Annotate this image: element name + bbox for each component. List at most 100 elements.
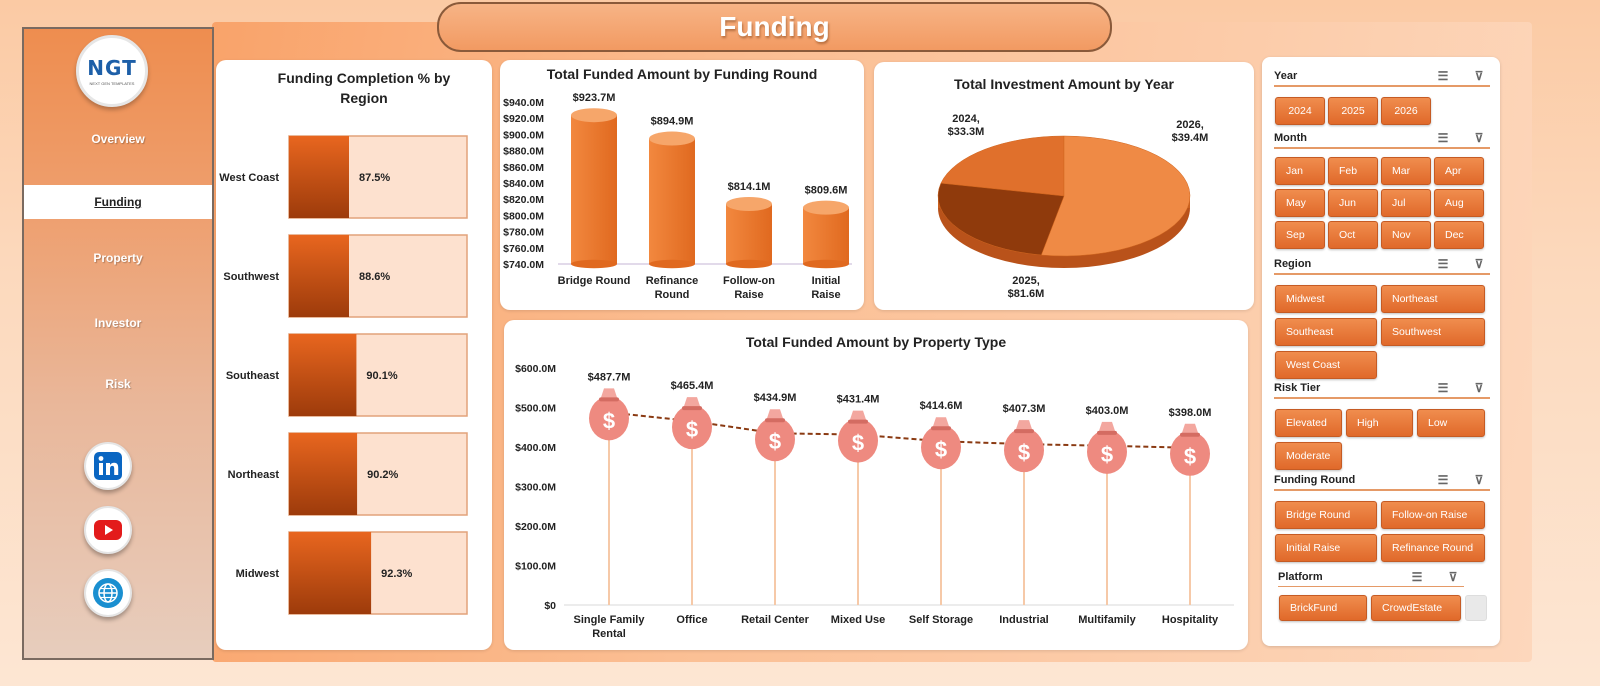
round-bar [803, 207, 849, 264]
money-bag-dollar: $ [686, 417, 698, 442]
money-bag-icon: $ [921, 417, 961, 470]
clear-filter-icon[interactable]: ⊽ [1474, 131, 1484, 145]
slicer-month-jul[interactable]: Jul [1381, 189, 1431, 217]
slicer-region-midwest[interactable]: Midwest [1275, 285, 1377, 313]
slicer-year-2025[interactable]: 2025 [1328, 97, 1378, 125]
investment-year-chart: 2024,$33.3M 2025,$81.6M 2026,$39.4M [937, 113, 1209, 300]
slicer-risk-low[interactable]: Low [1417, 409, 1485, 437]
nav-property[interactable]: Property [93, 251, 143, 265]
clear-filter-icon[interactable]: ⊽ [1474, 69, 1484, 83]
slicer-region-southeast[interactable]: Southeast [1275, 318, 1377, 346]
multi-select-icon[interactable]: ☰ [1411, 569, 1423, 584]
round-y-tick: $840.0M [503, 178, 544, 190]
slicer-month-dec[interactable]: Dec [1434, 221, 1484, 249]
slicer-risk-moderate[interactable]: Moderate [1275, 442, 1342, 470]
multi-select-icon[interactable]: ☰ [1437, 257, 1449, 271]
page-title-banner: Funding [437, 2, 1112, 52]
slicer-platform-brickfund[interactable]: BrickFund [1279, 595, 1367, 621]
slicer-round-refinance[interactable]: Refinance Round [1381, 534, 1485, 562]
round-bar-cap [571, 108, 617, 123]
slicer-platform-crowdestate[interactable]: CrowdEstate [1371, 595, 1461, 621]
round-y-tick: $920.0M [503, 113, 544, 125]
clear-filter-icon[interactable]: ⊽ [1474, 257, 1484, 271]
prop-data-label: $434.9M [754, 392, 797, 404]
prop-y-tick: $600.0M [515, 363, 556, 375]
money-bag-icon: $ [1087, 421, 1127, 474]
prop-data-label: $403.0M [1086, 405, 1129, 417]
multi-select-icon[interactable]: ☰ [1437, 473, 1449, 487]
linkedin-icon[interactable] [84, 442, 132, 490]
youtube-icon[interactable] [84, 506, 132, 554]
slicer-month-jun[interactable]: Jun [1328, 189, 1378, 217]
round-bar [571, 115, 617, 264]
completion-data-label: 87.5% [359, 172, 390, 184]
nav-funding[interactable]: Funding [24, 185, 212, 219]
sidebar: NGT NEXT GEN TEMPLATES Overview Funding … [22, 27, 214, 660]
nav-risk[interactable]: Risk [105, 377, 131, 391]
completion-chart: West Coast 87.5% Southwest 88.6% Southeast 90… [219, 135, 468, 615]
prop-category-label: Rental [592, 628, 626, 640]
prop-data-label: $414.6M [920, 400, 963, 412]
slicer-round-bridge[interactable]: Bridge Round [1275, 501, 1377, 529]
slicer-month-mar[interactable]: Mar [1381, 157, 1431, 185]
pie-data-label: $81.6M [1008, 288, 1045, 300]
money-bag-tie [1097, 430, 1117, 435]
slicer-risk-high[interactable]: High [1346, 409, 1413, 437]
slicer-region-southwest[interactable]: Southwest [1381, 318, 1485, 346]
pie-data-label: $39.4M [1172, 132, 1209, 144]
property-type-chart-card: Total Funded Amount by Property Type $60… [504, 320, 1248, 650]
prop-category-label: Multifamily [1078, 614, 1136, 626]
slicer-region-west-coast[interactable]: West Coast [1275, 351, 1377, 379]
multi-select-icon[interactable]: ☰ [1437, 131, 1449, 145]
slicer-month-may[interactable]: May [1275, 189, 1325, 217]
round-y-tick: $860.0M [503, 162, 544, 174]
property-type-chart: $600.0M $500.0M $400.0M $300.0M $200.0M $100.… [515, 363, 1234, 640]
completion-data-label: 90.1% [366, 370, 397, 382]
round-y-tick: $900.0M [503, 129, 544, 141]
round-category-label: Round [655, 289, 690, 301]
pie-data-label: 2026, [1176, 119, 1204, 131]
year-slicer-header: Year ☰ ⊽ [1274, 67, 1490, 87]
clear-filter-icon[interactable]: ⊽ [1474, 473, 1484, 487]
slicer-month-nov[interactable]: Nov [1381, 221, 1431, 249]
slicer-month-feb[interactable]: Feb [1328, 157, 1378, 185]
multi-select-icon[interactable]: ☰ [1437, 69, 1449, 83]
money-bag-body [838, 418, 878, 463]
pie-slice [1040, 135, 1191, 257]
money-bag-dollar: $ [935, 437, 947, 462]
slicer-year-2026[interactable]: 2026 [1381, 97, 1431, 125]
money-bag-body [1170, 431, 1210, 476]
money-bag-dollar: $ [603, 408, 615, 433]
nav-overview[interactable]: Overview [91, 132, 145, 146]
risk-slicer-header: Risk Tier ☰ ⊽ [1274, 379, 1490, 399]
round-data-label: $809.6M [805, 185, 848, 197]
money-bag-tie [682, 406, 702, 411]
money-bag-icon: $ [755, 409, 795, 462]
slicer-month-oct[interactable]: Oct [1328, 221, 1378, 249]
logo-text: NGT [87, 56, 137, 80]
clear-filter-icon[interactable]: ⊽ [1474, 381, 1484, 395]
nav-investor[interactable]: Investor [94, 316, 142, 330]
globe-icon[interactable] [84, 569, 132, 617]
prop-y-tick: $500.0M [515, 403, 556, 415]
clear-filter-icon[interactable]: ⊽ [1448, 569, 1458, 584]
slicer-platform-more[interactable] [1465, 595, 1487, 621]
slicer-year-2024[interactable]: 2024 [1275, 97, 1325, 125]
slicer-month-jan[interactable]: Jan [1275, 157, 1325, 185]
slicer-risk-elevated[interactable]: Elevated [1275, 409, 1342, 437]
round-bar-cap [649, 131, 695, 146]
slicer-region-northeast[interactable]: Northeast [1381, 285, 1485, 313]
slicer-round-follow-on[interactable]: Follow-on Raise [1381, 501, 1485, 529]
slicer-round-initial[interactable]: Initial Raise [1275, 534, 1377, 562]
round-bar-base [803, 259, 849, 269]
slicer-month-aug[interactable]: Aug [1434, 189, 1484, 217]
month-slicer-title: Month [1274, 132, 1307, 144]
completion-category-label: Southeast [226, 370, 280, 382]
funding-round-chart: $940.0M $920.0M $900.0M $880.0M $860.0M $840.… [503, 92, 852, 301]
completion-chart-card: Funding Completion % by Region West Coas… [216, 60, 492, 650]
multi-select-icon[interactable]: ☰ [1437, 381, 1449, 395]
slicer-month-sep[interactable]: Sep [1275, 221, 1325, 249]
money-bag-body [589, 396, 629, 441]
month-slicer-header: Month ☰ ⊽ [1274, 129, 1490, 149]
slicer-month-apr[interactable]: Apr [1434, 157, 1484, 185]
